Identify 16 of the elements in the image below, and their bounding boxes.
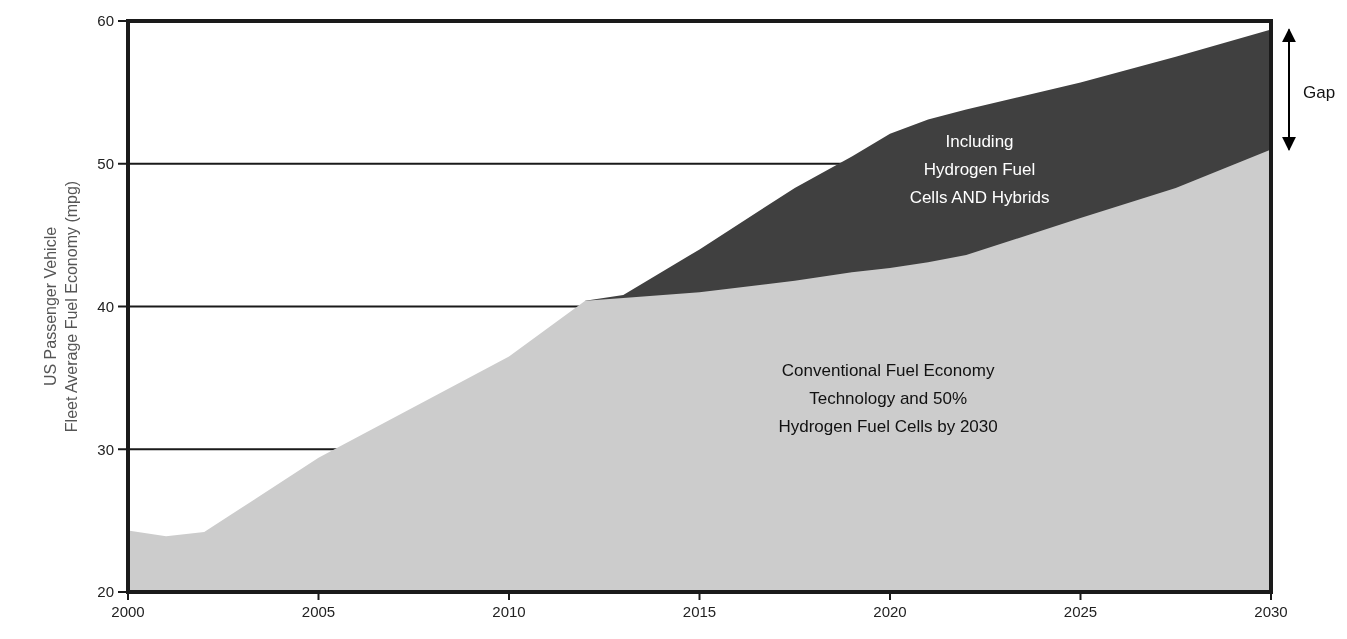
x-tick-label: 2010 [492, 603, 526, 620]
y-tick-label: 60 [97, 12, 114, 30]
x-tick-label: 2030 [1254, 603, 1288, 620]
annotation: Conventional Fuel Economy Technology and 50% Hydrogen Fuel Cells by 2030 [778, 360, 998, 436]
x-tick-label: 2020 [873, 603, 907, 620]
x-tick-label: 2000 [111, 603, 145, 620]
y-tick-label: 20 [97, 583, 114, 601]
x-tick-label: 2015 [682, 603, 717, 620]
annotation: Gap [1303, 83, 1336, 103]
annotation: Including Hydrogen Fuel Cells AND Hybrids [909, 132, 1050, 208]
y-tick-label: 30 [97, 440, 114, 458]
y-axis-title: US Passenger Vehicle Fleet Average Fuel Economy (mpg) [42, 180, 80, 433]
x-tick-label: 2025 [1063, 603, 1098, 620]
x-tick-label: 2005 [301, 603, 336, 620]
y-tick-label: 50 [97, 155, 114, 172]
y-tick-label: 40 [97, 297, 114, 315]
